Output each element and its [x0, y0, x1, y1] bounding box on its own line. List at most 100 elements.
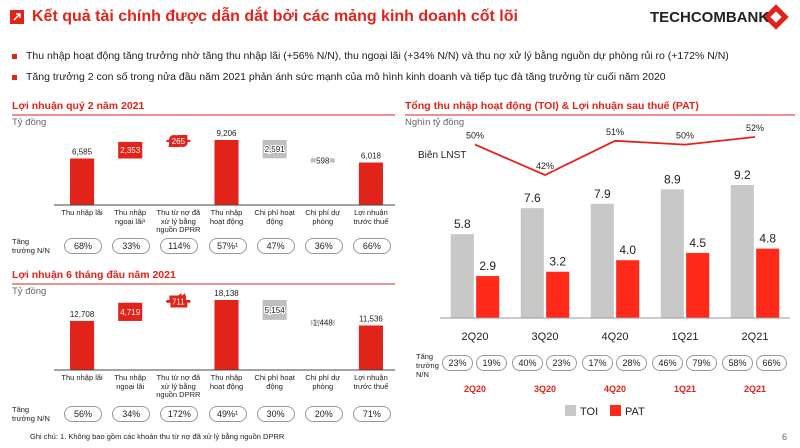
value-label: 5.8 — [454, 217, 471, 231]
bullet-dot — [12, 54, 17, 59]
value-label: 4.5 — [689, 236, 706, 250]
value-label: 12,708 — [70, 310, 95, 319]
growth-badge: 79% — [686, 355, 717, 371]
page-number: 6 — [782, 432, 788, 442]
x-tick-label: 2Q20 — [462, 331, 489, 343]
footnote: Ghi chú: 1. Không bao gồm các khoản thu … — [30, 432, 285, 441]
category-label: Thu nhập lãi — [61, 373, 103, 382]
growth-label: Tăng trưởng N/N — [416, 352, 439, 379]
value-label: 6,018 — [361, 152, 382, 161]
unit-label: Tỷ đồng — [12, 117, 47, 128]
category-label: Thu nhập hoạt động — [209, 373, 244, 391]
bar — [520, 208, 544, 318]
value-label: 8.9 — [664, 172, 681, 186]
category-label: Thu từ nợ đã xử lý bằng nguồn DPRR — [156, 373, 201, 399]
category-label: Thu nhập ngoại lãi¹ — [114, 208, 147, 226]
growth-badge: 23% — [546, 355, 577, 371]
bar — [310, 319, 335, 326]
value-label: 2,591 — [265, 145, 286, 154]
value-label: 265 — [172, 137, 186, 146]
x-tick-label: 2Q21 — [742, 331, 769, 343]
bar — [450, 234, 474, 318]
value-label: 7.9 — [594, 187, 611, 201]
value-label: 18,138 — [214, 289, 239, 298]
value-label: 2,353 — [120, 146, 141, 155]
legend-swatch — [565, 405, 576, 416]
growth-badge: 66% — [352, 238, 391, 254]
bar — [70, 320, 95, 370]
legend-swatch — [610, 405, 621, 416]
growth-badge: 28% — [616, 355, 647, 371]
category-label: Thu nhập lãi — [61, 208, 103, 217]
bullet-dot — [12, 75, 17, 80]
period-label: 2Q21 — [744, 384, 766, 394]
value-label: 5,154 — [265, 306, 286, 315]
growth-badge: 114% — [160, 238, 199, 254]
category-label: Thu từ nợ đã xử lý bằng nguồn DPRR — [156, 208, 201, 234]
bar — [70, 158, 95, 205]
bar — [476, 276, 500, 318]
value-label: 711 — [172, 297, 185, 306]
logo-text: TECHCOMBANK — [650, 9, 770, 26]
bar — [310, 158, 335, 163]
bar — [616, 260, 640, 318]
period-label: 2Q20 — [464, 384, 486, 394]
value-label: 2.9 — [479, 259, 496, 273]
bar — [166, 300, 191, 303]
section-title: Lợi nhuận quý 2 năm 2021 — [12, 100, 145, 112]
value-label: 4.0 — [619, 243, 636, 257]
value-label: 11,536 — [359, 314, 383, 323]
bar — [214, 140, 239, 205]
growth-badge: 46% — [652, 355, 683, 371]
growth-badge: 47% — [256, 238, 295, 254]
value-label: 6,585 — [72, 148, 93, 157]
growth-badge: 57%¹ — [208, 238, 247, 254]
value-label: 9,206 — [216, 129, 237, 138]
value-label: 4,719 — [120, 308, 141, 317]
x-tick-label: 4Q20 — [602, 331, 629, 343]
growth-badge: 20% — [304, 406, 343, 422]
bar — [358, 162, 383, 205]
value-label: 7.6 — [524, 191, 541, 205]
value-label: 9.2 — [734, 168, 751, 182]
bar — [756, 248, 780, 318]
growth-badge: 49%¹ — [208, 406, 247, 422]
category-label: Chi phí hoạt động — [254, 373, 295, 391]
value-label: 1,448 — [313, 319, 334, 328]
period-label: 3Q20 — [534, 384, 556, 394]
x-tick-label: 1Q21 — [672, 331, 699, 343]
value-label: 4.8 — [759, 232, 776, 246]
category-label: Thu nhập ngoại lãi — [114, 373, 147, 391]
x-tick-label: 3Q20 — [532, 331, 559, 343]
bar — [118, 141, 143, 159]
bar — [730, 185, 754, 318]
line-series-label: Biên LNST — [418, 150, 467, 161]
legend-label: PAT — [625, 406, 645, 418]
bar — [262, 300, 287, 320]
unit-label: Nghìn tỷ đồng — [405, 117, 465, 128]
line-label: 52% — [746, 123, 764, 133]
bar — [118, 302, 143, 321]
growth-badge: 66% — [756, 355, 787, 371]
growth-badge: 40% — [512, 355, 543, 371]
growth-badge: 30% — [256, 406, 295, 422]
bar — [686, 252, 710, 318]
value-label: 598 — [316, 156, 330, 165]
growth-badge: 71% — [352, 406, 391, 422]
bar — [546, 271, 570, 318]
section-title: Lợi nhuận 6 tháng đầu năm 2021 — [12, 269, 176, 281]
bullet: Tăng trưởng 2 con số trong nửa đầu năm 2… — [26, 71, 666, 83]
growth-badge: 33% — [112, 238, 151, 254]
category-label: Thu nhập hoạt động — [209, 208, 244, 226]
period-label: 1Q21 — [674, 384, 696, 394]
growth-badge: 68% — [64, 238, 103, 254]
bar — [214, 300, 239, 370]
growth-badge: 17% — [582, 355, 613, 371]
section-title: Tổng thu nhập hoạt động (TOI) & Lợi nhuậ… — [405, 100, 699, 112]
value-label: 3.2 — [549, 255, 566, 269]
category-label: Lợi nhuận trước thuế — [353, 208, 389, 226]
legend-label: TOI — [580, 406, 598, 418]
growth-badge: 172% — [160, 406, 199, 422]
